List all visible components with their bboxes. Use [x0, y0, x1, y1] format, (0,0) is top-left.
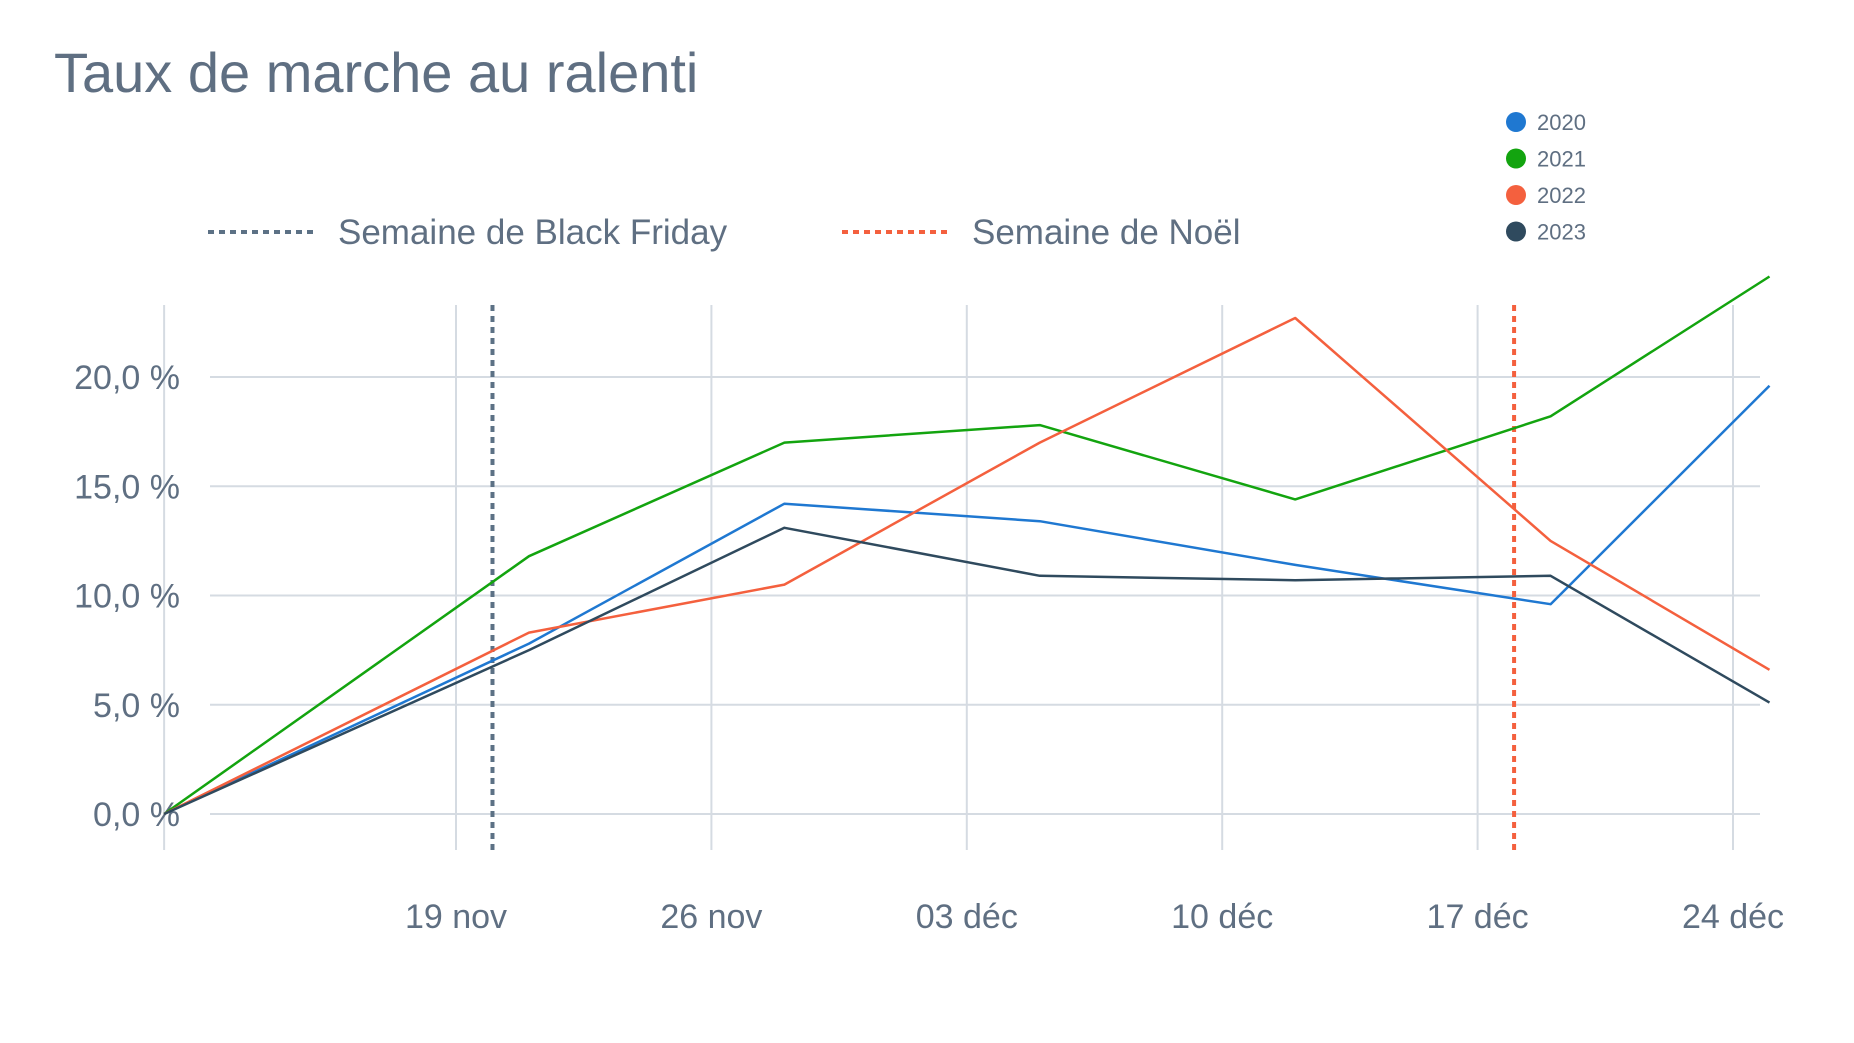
y-tick-label: 0,0 %	[93, 796, 180, 834]
legend-label-2022: 2022	[1537, 183, 1586, 208]
series-line-2023	[163, 526, 1771, 816]
legend-swatch-2021	[1506, 148, 1526, 169]
legend-label-2021: 2021	[1537, 147, 1586, 172]
series-line-2021	[163, 275, 1771, 816]
legend-label-2023: 2023	[1537, 220, 1586, 245]
legend-swatch-2020	[1506, 112, 1526, 132]
x-tick-label: 26 nov	[660, 898, 762, 936]
y-tick-label: 20,0 %	[74, 359, 180, 397]
legend-label-2020: 2020	[1537, 110, 1586, 135]
series-line-2020	[163, 384, 1771, 816]
legend-swatch-2023	[1506, 221, 1526, 242]
x-tick-label: 03 déc	[916, 898, 1018, 936]
legend-swatch-2022	[1506, 185, 1526, 205]
y-tick-label: 15,0 %	[74, 468, 180, 506]
noel-key-label: Semaine de Noël	[972, 213, 1241, 252]
series-line-2022	[163, 316, 1771, 816]
x-tick-label: 10 déc	[1171, 898, 1273, 936]
x-tick-label: 17 déc	[1427, 898, 1529, 936]
y-tick-label: 5,0 %	[93, 687, 180, 725]
y-tick-label: 10,0 %	[74, 578, 180, 616]
x-tick-label: 24 déc	[1682, 898, 1784, 936]
chart-title: Taux de marche au ralenti	[54, 41, 699, 104]
black-friday-key-label: Semaine de Black Friday	[338, 213, 728, 252]
x-tick-label: 19 nov	[405, 898, 507, 936]
